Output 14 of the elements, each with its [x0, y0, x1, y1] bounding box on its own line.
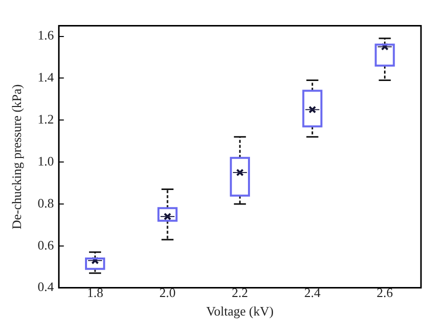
y-axis-title: De-chucking pressure (kPa): [9, 84, 24, 230]
y-tick-label: 0.4: [38, 279, 54, 294]
y-tick-label: 1.2: [38, 112, 54, 127]
x-tick-label: 1.8: [86, 285, 104, 300]
y-tick-label: 0.6: [38, 237, 54, 252]
x-tick-label: 2.2: [232, 285, 248, 300]
y-tick-label: 1.4: [38, 70, 54, 85]
x-tick-label: 2.4: [304, 285, 321, 300]
x-tick-label: 2.6: [376, 285, 394, 300]
y-tick-label: 1.0: [38, 153, 54, 168]
x-tick-label: 2.0: [159, 285, 176, 300]
x-axis-title: Voltage (kV): [206, 304, 274, 319]
y-tick-label: 1.6: [38, 28, 54, 43]
y-tick-label: 0.8: [38, 195, 54, 210]
